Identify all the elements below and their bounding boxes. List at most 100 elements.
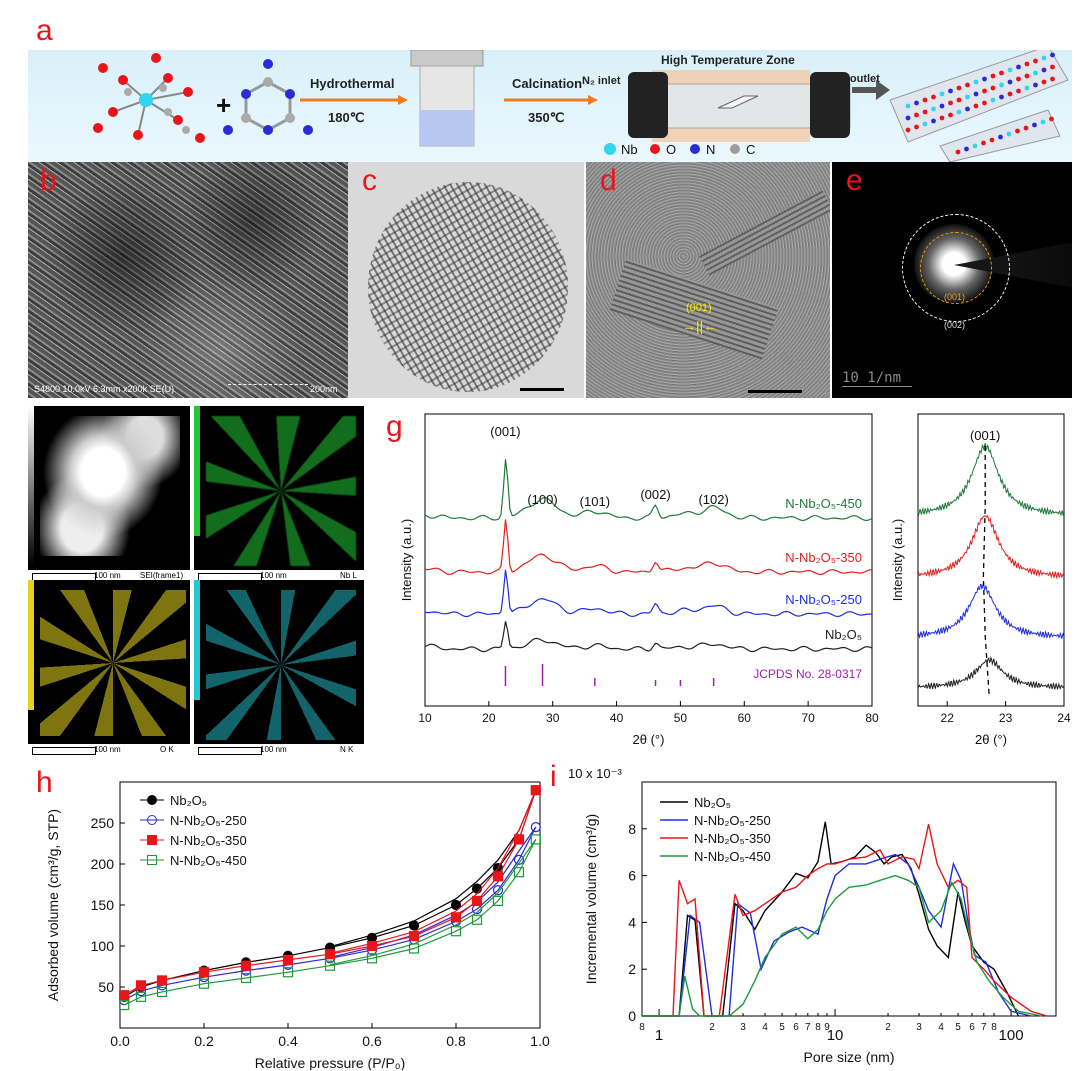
h-y-tick-label: 50 — [98, 979, 114, 995]
rod-atom — [956, 109, 962, 115]
rod-atom — [1007, 79, 1013, 85]
svg-text:+: + — [216, 90, 231, 120]
i-minor-tick-label: 2 — [885, 1022, 891, 1033]
h-point — [530, 834, 541, 845]
panel-label-h: h — [36, 766, 53, 799]
calcination-label: Calcination — [512, 76, 582, 91]
h-legend-label: Nb₂O₅ — [170, 793, 207, 808]
i-legend-label: N-Nb₂O₅-350 — [694, 831, 771, 846]
rod-atom — [989, 137, 995, 143]
i-legend-label: Nb₂O₅ — [694, 795, 731, 810]
x-tick-label: 70 — [801, 711, 815, 725]
eds-scale-4: 100 nm — [260, 745, 287, 754]
h-point — [408, 943, 420, 954]
h-point — [471, 914, 483, 925]
tem-image — [348, 162, 584, 398]
i-x-tick-label: 1 — [655, 1027, 663, 1044]
rod-atom — [990, 85, 996, 91]
xrd-trace-3 — [424, 621, 873, 653]
x-axis-label: 2θ (°) — [633, 732, 665, 747]
rod-atom — [1007, 67, 1013, 73]
high-temperature-zone-label: High Temperature Zone — [661, 53, 795, 67]
rod-atom — [1016, 88, 1021, 94]
h-point — [408, 920, 420, 931]
i-frame — [641, 781, 1057, 1017]
rod-atom — [931, 94, 936, 100]
inset-trace-1 — [917, 514, 1065, 580]
h-point — [513, 834, 525, 845]
i-legend-label: N-Nb₂O₅-450 — [694, 849, 771, 864]
h-point — [119, 990, 130, 1001]
isotherm-chart: 0.0 0.2 0.4 0.6 0.8 1.0 50 100 150 200 250 Relative… — [45, 781, 550, 1070]
i-y-tick-label: 6 — [628, 868, 636, 884]
h-legend-marker — [147, 795, 157, 805]
h-point — [471, 895, 483, 907]
inset-x-tick-label: 24 — [1057, 711, 1071, 725]
h-line-3 — [123, 839, 537, 1006]
rod-atom — [998, 134, 1003, 140]
sem-scale-bar — [228, 384, 308, 385]
h-point — [450, 926, 462, 937]
xrd-inset-chart: 22 23 24 2θ (°) Intensity (a.u.) (001) — [890, 413, 1071, 747]
h-point — [450, 912, 462, 923]
rod-atom — [1032, 122, 1037, 128]
h-x-tick-label: 0.2 — [194, 1033, 214, 1049]
i-minor-tick-label: 8 — [991, 1022, 997, 1033]
i-y-tick-label: 2 — [628, 961, 636, 977]
autoclave-icon — [410, 50, 484, 147]
tube-furnace-icon — [628, 70, 851, 142]
lattice-marker-icon: →||← — [682, 318, 718, 334]
h-point — [156, 986, 168, 998]
h-point — [156, 975, 168, 986]
h-x-axis-label: Relative pressure (P/P₀) — [255, 1055, 406, 1070]
h-point — [450, 899, 462, 911]
rod-atom — [1050, 76, 1055, 82]
i-x-axis-label: Pore size (nm) — [803, 1049, 894, 1065]
h-point — [530, 785, 541, 796]
saed-ring-002 — [902, 214, 1010, 322]
rod-atom — [981, 140, 986, 146]
eds-map-sei: 100 nm SEI(frame1) — [28, 406, 190, 584]
eds-label-n: N K — [340, 745, 354, 754]
rod-atom — [1024, 61, 1030, 67]
inset-trace-2 — [917, 583, 1065, 640]
peak-label: (102) — [698, 492, 728, 507]
svg-text:C: C — [746, 142, 755, 157]
rod-atom — [999, 94, 1004, 100]
inset-peak-label: (001) — [970, 428, 1000, 443]
series-label-1: N-Nb₂O₅-350 — [785, 550, 862, 565]
rod-atom — [905, 115, 911, 121]
i-y-axis-label: Incremental volume (cm³/g) — [583, 814, 599, 984]
i-minor-tick-label: 3 — [740, 1022, 746, 1033]
eds-label-o: O K — [160, 745, 174, 754]
nanorod-atoms — [905, 52, 1055, 155]
rod-atom — [973, 79, 979, 85]
rod-atom — [948, 100, 953, 106]
x-tick-label: 30 — [546, 711, 560, 725]
rod-atom — [999, 82, 1004, 88]
h-y-axis-label: Adsorbed volume (cm³/g, STP) — [45, 809, 61, 1001]
rod-atom — [990, 97, 996, 103]
rod-atom — [931, 106, 936, 112]
rod-atom — [973, 91, 979, 97]
h-point — [530, 821, 541, 833]
h-point — [513, 854, 525, 866]
lattice-label: (001) — [686, 302, 712, 314]
peak-label: (100) — [527, 492, 557, 507]
rod-atom — [973, 103, 979, 109]
xrd-trace-0 — [424, 459, 873, 522]
x-tick-label: 20 — [482, 711, 496, 725]
rod-atom — [965, 82, 970, 88]
rod-atom — [955, 149, 961, 155]
rod-atom — [914, 100, 919, 106]
rod-atom — [965, 94, 970, 100]
i-minor-tick-label: 8 — [815, 1022, 821, 1033]
rod-atom — [931, 118, 936, 124]
h-y-tick-label: 150 — [91, 897, 115, 913]
h-point — [408, 931, 420, 942]
i-x-tick-label: 10 — [827, 1027, 844, 1044]
i-minor-tick-label: 8 — [639, 1022, 645, 1033]
rod-atom — [1040, 119, 1046, 125]
rod-atom — [1033, 70, 1038, 76]
svg-text:O: O — [666, 142, 676, 157]
